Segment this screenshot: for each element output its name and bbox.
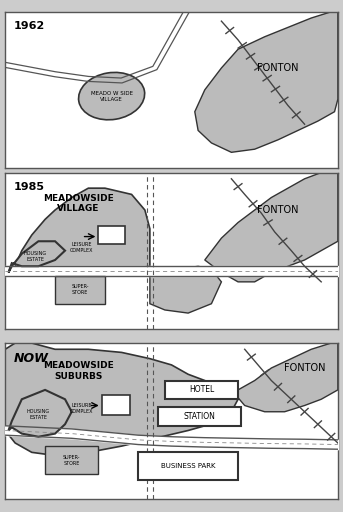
- Bar: [158, 407, 241, 426]
- Text: FONTON: FONTON: [257, 63, 299, 73]
- Text: HOUSING
ESTATE: HOUSING ESTATE: [24, 251, 47, 262]
- Text: 1985: 1985: [13, 182, 45, 192]
- Polygon shape: [12, 188, 150, 272]
- Polygon shape: [205, 173, 338, 282]
- Polygon shape: [9, 241, 65, 272]
- Text: HOTEL: HOTEL: [189, 386, 214, 394]
- Polygon shape: [5, 343, 238, 456]
- Text: NOW: NOW: [13, 352, 48, 366]
- Bar: [102, 395, 130, 415]
- Text: FONTON: FONTON: [257, 205, 299, 215]
- Text: LEISURE
COMPLEX: LEISURE COMPLEX: [70, 403, 93, 414]
- Polygon shape: [9, 390, 72, 437]
- Polygon shape: [195, 12, 338, 153]
- Text: 1962: 1962: [13, 21, 45, 31]
- Text: MEADOWSIDE
VILLAGE: MEADOWSIDE VILLAGE: [43, 194, 114, 214]
- Bar: [138, 453, 238, 480]
- Text: STATION: STATION: [184, 412, 216, 421]
- Bar: [55, 275, 105, 304]
- Text: FONTON: FONTON: [284, 363, 325, 373]
- Bar: [165, 380, 238, 399]
- Polygon shape: [150, 266, 222, 313]
- Text: LEISURE
COMPLEX: LEISURE COMPLEX: [70, 242, 93, 253]
- Text: MEADO W SIDE
VILLAGE: MEADO W SIDE VILLAGE: [91, 91, 133, 101]
- Text: SUPER-
STORE: SUPER- STORE: [71, 284, 89, 295]
- Text: SUPER-
STORE: SUPER- STORE: [63, 455, 81, 465]
- Polygon shape: [232, 343, 338, 412]
- Ellipse shape: [79, 72, 145, 120]
- Bar: [98, 226, 125, 244]
- Text: HOUSING
ESTATE: HOUSING ESTATE: [27, 410, 50, 420]
- Text: MEADOWSIDE
SUBURBS: MEADOWSIDE SUBURBS: [43, 361, 114, 381]
- Bar: [45, 446, 98, 474]
- Text: BUSINESS PARK: BUSINESS PARK: [161, 463, 215, 470]
